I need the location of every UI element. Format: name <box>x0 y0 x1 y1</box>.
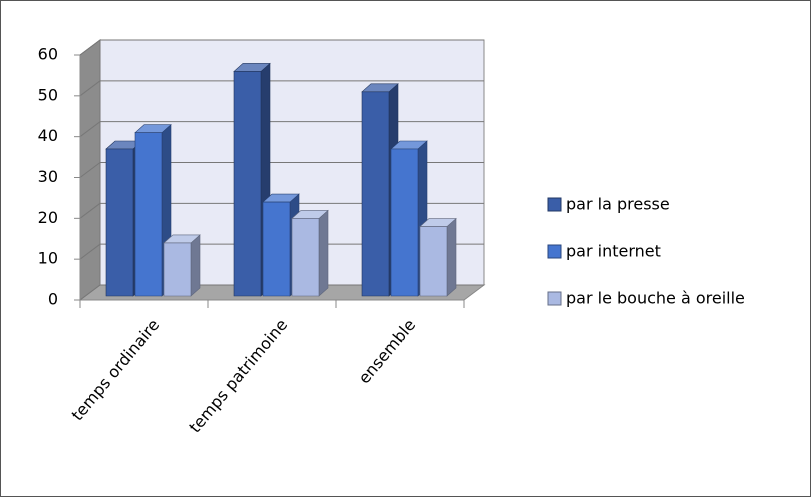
bar-front <box>163 242 192 297</box>
y-tick-label: 0 <box>48 290 58 309</box>
y-tick-label: 30 <box>38 167 58 186</box>
bar <box>419 217 457 297</box>
legend-label: par le bouche à oreille <box>566 289 745 308</box>
bar-front <box>361 91 390 297</box>
y-tick-label: 50 <box>38 85 58 104</box>
grid-line <box>79 202 101 219</box>
bar <box>163 234 201 297</box>
bar-front <box>291 218 320 297</box>
grid-line <box>79 243 101 260</box>
grid-line <box>79 39 101 56</box>
bar-side <box>318 209 329 297</box>
legend-swatch <box>547 291 562 306</box>
legend-swatch <box>547 244 562 259</box>
bar-front <box>134 132 163 297</box>
y-tick-label: 40 <box>38 126 58 145</box>
bar-side <box>446 217 457 297</box>
bar-front <box>262 201 291 297</box>
bar-side <box>190 234 201 297</box>
legend-swatch <box>547 197 562 212</box>
bar-front <box>390 148 419 297</box>
bar-front <box>233 71 262 297</box>
y-tick-label: 10 <box>38 249 58 268</box>
grid-line <box>79 121 101 138</box>
grid-line <box>79 284 101 301</box>
y-tick-label: 20 <box>38 208 58 227</box>
grid-line <box>79 80 101 97</box>
grid-line <box>79 162 101 178</box>
bar-front <box>105 148 134 297</box>
bar <box>291 209 329 297</box>
legend-label: par internet <box>566 242 661 261</box>
y-tick-label: 60 <box>38 45 58 64</box>
bar-front <box>419 226 448 297</box>
legend-label: par la presse <box>566 195 670 214</box>
